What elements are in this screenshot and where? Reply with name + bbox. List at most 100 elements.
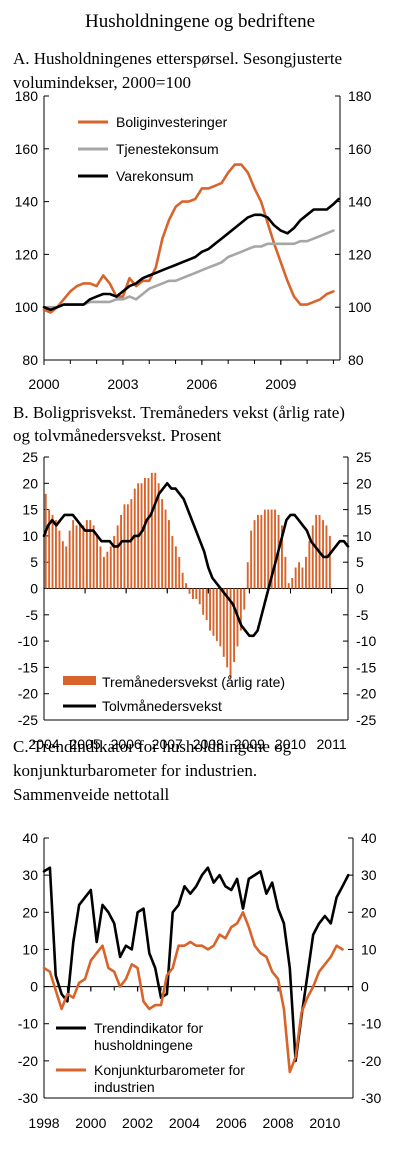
bar (229, 588, 232, 678)
bar (103, 556, 105, 589)
bar (243, 588, 246, 610)
y-tick-label-right: -25 (356, 712, 376, 728)
bar (294, 567, 297, 589)
y-tick-label-left: 0 (30, 979, 38, 995)
chart-title-line: B. Boligprisvekst. Tremåneders vekst (år… (13, 403, 345, 422)
bar (311, 525, 314, 589)
bar (130, 499, 133, 589)
bar (198, 588, 201, 605)
y-tick-label-left: -20 (18, 1053, 38, 1069)
legend-item-3-label: Varekonsum (116, 168, 194, 184)
chart-title-line: og tolvmånedersvekst. Prosent (13, 426, 221, 445)
y-tick-label-left: 140 (15, 194, 39, 210)
x-tick-label: 2006 (111, 736, 142, 752)
series-line-1 (42, 163, 335, 314)
legend-item-2-label: Tjenestekonsum (116, 141, 219, 157)
chart-title-line: A. Husholdningenes etterspørsel. Sesongj… (13, 49, 342, 68)
y-tick-label-left: 180 (15, 88, 39, 104)
bar (205, 588, 208, 621)
y-tick-label-right: -10 (356, 633, 376, 649)
bar (287, 583, 290, 589)
bar (281, 525, 283, 589)
y-tick-label-left: 0 (30, 581, 38, 597)
bar (109, 546, 112, 589)
x-tick-label: 2006 (216, 1115, 247, 1131)
bar (48, 509, 51, 589)
y-tick-label-right: 20 (356, 475, 372, 491)
bar (301, 567, 304, 589)
figure-title: Husholdningene og bedriftene (85, 11, 315, 32)
y-tick-label-right: -10 (361, 1016, 381, 1032)
bar (291, 578, 294, 589)
x-tick-label: 2010 (309, 1115, 340, 1131)
bar (51, 514, 54, 589)
bar (157, 483, 160, 589)
bar (192, 588, 194, 599)
bar (315, 514, 318, 589)
legend-item-2-label: Konjunkturbarometer for (94, 1062, 245, 1078)
bar (147, 478, 150, 589)
bar (164, 509, 167, 589)
y-tick-label-left: -20 (18, 686, 38, 702)
bar (260, 514, 263, 589)
y-tick-label-right: 40 (361, 830, 377, 846)
series-line-2 (42, 229, 335, 309)
bar (96, 535, 98, 589)
bar (219, 588, 222, 647)
series-line-3 (42, 197, 340, 312)
x-tick-label: 2004 (28, 736, 59, 752)
y-tick-label-left: 30 (22, 867, 38, 883)
y-tick-label-left: 20 (22, 475, 38, 491)
x-tick-label: 2006 (186, 376, 217, 392)
bar (72, 520, 75, 589)
bar (195, 588, 198, 599)
x-tick-label: 2008 (263, 1115, 294, 1131)
y-tick-label-right: 120 (348, 246, 372, 262)
bar (181, 572, 184, 589)
bar (92, 525, 95, 589)
y-tick-label-right: 160 (348, 141, 372, 157)
bar (178, 556, 181, 589)
chart-title-line: C. Trendindikator for husholdningene og (13, 737, 292, 756)
y-tick-label-right: 180 (348, 88, 372, 104)
bar (202, 588, 205, 615)
y-tick-label-left: 5 (30, 554, 38, 570)
x-tick-label: 2009 (234, 736, 265, 752)
bar (298, 562, 300, 589)
chart-panel-b: B. Boligprisvekst. Tremåneders vekst (år… (13, 403, 376, 752)
bar (58, 530, 61, 589)
y-tick-label-right: 20 (361, 904, 377, 920)
y-tick-label-right: -30 (361, 1090, 381, 1106)
bar (212, 588, 215, 636)
y-tick-label-left: 10 (22, 941, 38, 957)
x-tick-label: 1998 (28, 1115, 59, 1131)
bar (55, 520, 57, 589)
bar (226, 588, 229, 668)
bar (322, 520, 324, 589)
bar (222, 588, 225, 657)
bar (215, 588, 218, 642)
legend-item-bars-label: Tremånedersvekst (årlig rate) (102, 674, 285, 690)
bar (75, 525, 78, 589)
y-tick-label-left: -10 (18, 1016, 38, 1032)
series-line (42, 482, 350, 638)
y-tick-label-right: 5 (356, 554, 364, 570)
bar (133, 488, 136, 589)
bar (154, 472, 157, 589)
x-tick-label: 2003 (107, 376, 138, 392)
bar (253, 520, 256, 589)
bar (263, 509, 266, 589)
bar (174, 546, 177, 589)
bar (270, 509, 273, 589)
chart-panel-a: A. Husholdningenes etterspørsel. Sesongj… (13, 49, 372, 392)
y-tick-label-right: 80 (348, 352, 364, 368)
bar (305, 556, 307, 589)
x-tick-label: 2000 (75, 1115, 106, 1131)
bar (171, 535, 174, 589)
bar (246, 562, 249, 589)
legend-item-1-label: Boliginvesteringer (116, 114, 228, 130)
bar (144, 478, 146, 589)
legend-item-1-label: Trendindikator for (94, 1020, 204, 1036)
y-tick-label-left: 10 (22, 528, 38, 544)
y-tick-label-left: -10 (18, 633, 38, 649)
